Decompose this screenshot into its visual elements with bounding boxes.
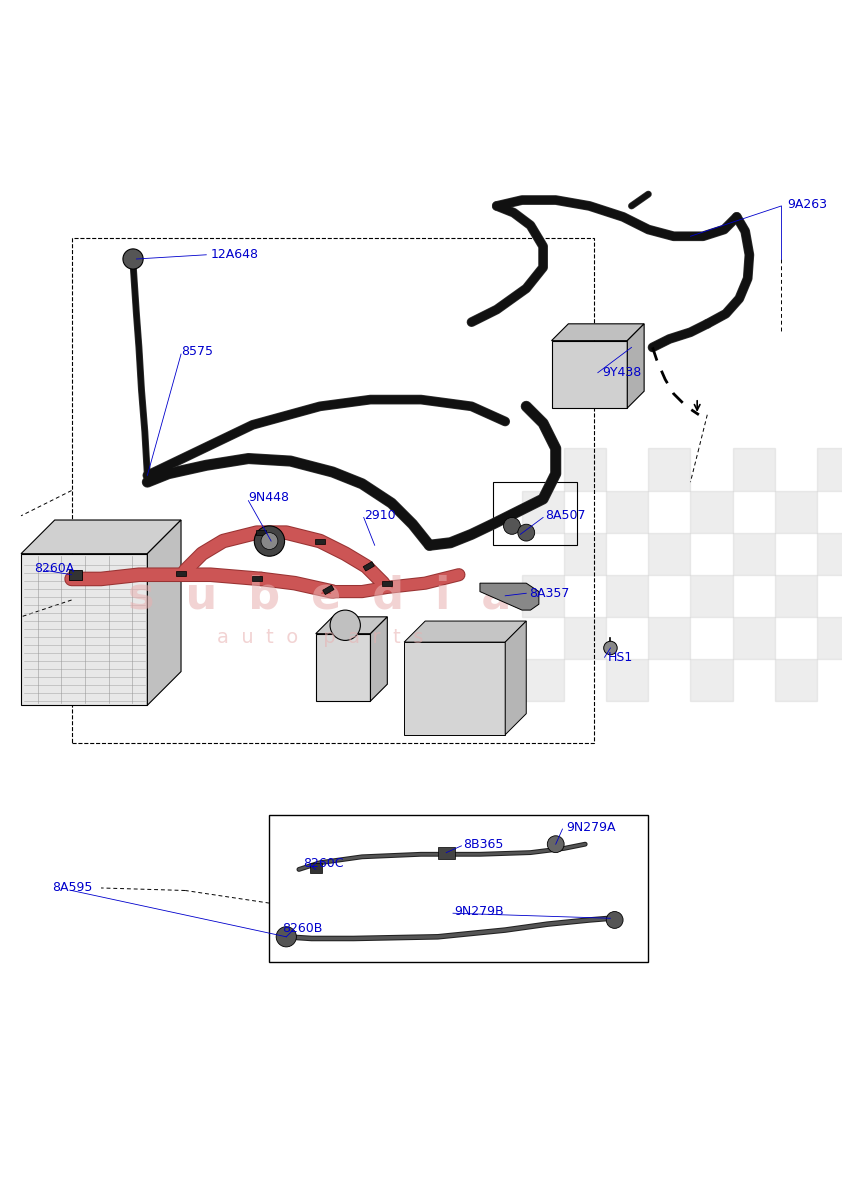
Bar [522, 491, 564, 533]
Bar [606, 491, 648, 533]
Text: 8260A: 8260A [34, 562, 74, 575]
Bar [493, 482, 577, 545]
Bar [606, 659, 648, 701]
Bar [363, 562, 375, 571]
Circle shape [276, 926, 296, 947]
Polygon shape [147, 520, 181, 706]
Bar [817, 449, 842, 491]
Circle shape [606, 912, 623, 929]
Bar [817, 617, 842, 659]
Text: 9A263: 9A263 [787, 198, 828, 211]
Bar [733, 617, 775, 659]
Bar [690, 491, 733, 533]
Text: 8A595: 8A595 [52, 882, 93, 894]
Bar [522, 575, 564, 617]
Text: HS1: HS1 [608, 650, 633, 664]
Text: 9N448: 9N448 [248, 491, 290, 504]
Bar [775, 575, 817, 617]
Bar [438, 847, 455, 859]
Bar [648, 449, 690, 491]
Bar [733, 449, 775, 491]
Bar [315, 539, 325, 544]
Text: 9N279B: 9N279B [455, 905, 504, 918]
Bar [606, 575, 648, 617]
Bar [564, 449, 606, 491]
Bar [817, 533, 842, 575]
Bar [522, 659, 564, 701]
Polygon shape [21, 520, 181, 553]
Bar [775, 491, 817, 533]
Polygon shape [316, 617, 387, 634]
Circle shape [547, 835, 564, 852]
Bar [648, 533, 690, 575]
Circle shape [261, 533, 278, 550]
Text: 8B365: 8B365 [463, 838, 504, 851]
Bar [176, 570, 186, 576]
Bar [256, 530, 266, 535]
Circle shape [518, 524, 535, 541]
Bar [690, 575, 733, 617]
Bar [69, 570, 82, 580]
Bar [252, 576, 262, 582]
Bar [269, 815, 648, 962]
Circle shape [604, 641, 617, 655]
Polygon shape [404, 622, 526, 642]
Circle shape [123, 248, 143, 269]
Text: a  u  t  o    p  a  r  t  s: a u t o p a r t s [216, 629, 424, 647]
Polygon shape [370, 617, 387, 701]
Polygon shape [552, 341, 627, 408]
Text: s  u  b  e  d  i  a: s u b e d i a [128, 575, 512, 617]
Bar [775, 659, 817, 701]
Text: 12A648: 12A648 [210, 248, 258, 262]
Circle shape [504, 517, 520, 534]
Bar [564, 533, 606, 575]
Bar [322, 586, 334, 595]
Text: 9N279A: 9N279A [566, 821, 616, 834]
Polygon shape [404, 642, 505, 734]
Text: 8A357: 8A357 [529, 587, 569, 600]
Bar [648, 617, 690, 659]
Polygon shape [505, 622, 526, 734]
Text: 8260B: 8260B [282, 922, 322, 935]
Polygon shape [480, 583, 539, 610]
Text: 2910: 2910 [364, 509, 396, 522]
Bar [690, 659, 733, 701]
Polygon shape [552, 324, 644, 341]
Bar [382, 581, 392, 586]
Polygon shape [21, 553, 147, 706]
Bar [564, 617, 606, 659]
Polygon shape [627, 324, 644, 408]
Bar [310, 863, 322, 872]
Text: 9Y438: 9Y438 [602, 366, 642, 379]
Bar [72, 238, 594, 743]
Bar [733, 533, 775, 575]
Circle shape [254, 526, 285, 557]
Text: 8260C: 8260C [303, 857, 344, 870]
Circle shape [330, 610, 360, 641]
Text: 8A507: 8A507 [546, 509, 586, 522]
Text: 8575: 8575 [181, 346, 213, 358]
Polygon shape [316, 634, 370, 701]
